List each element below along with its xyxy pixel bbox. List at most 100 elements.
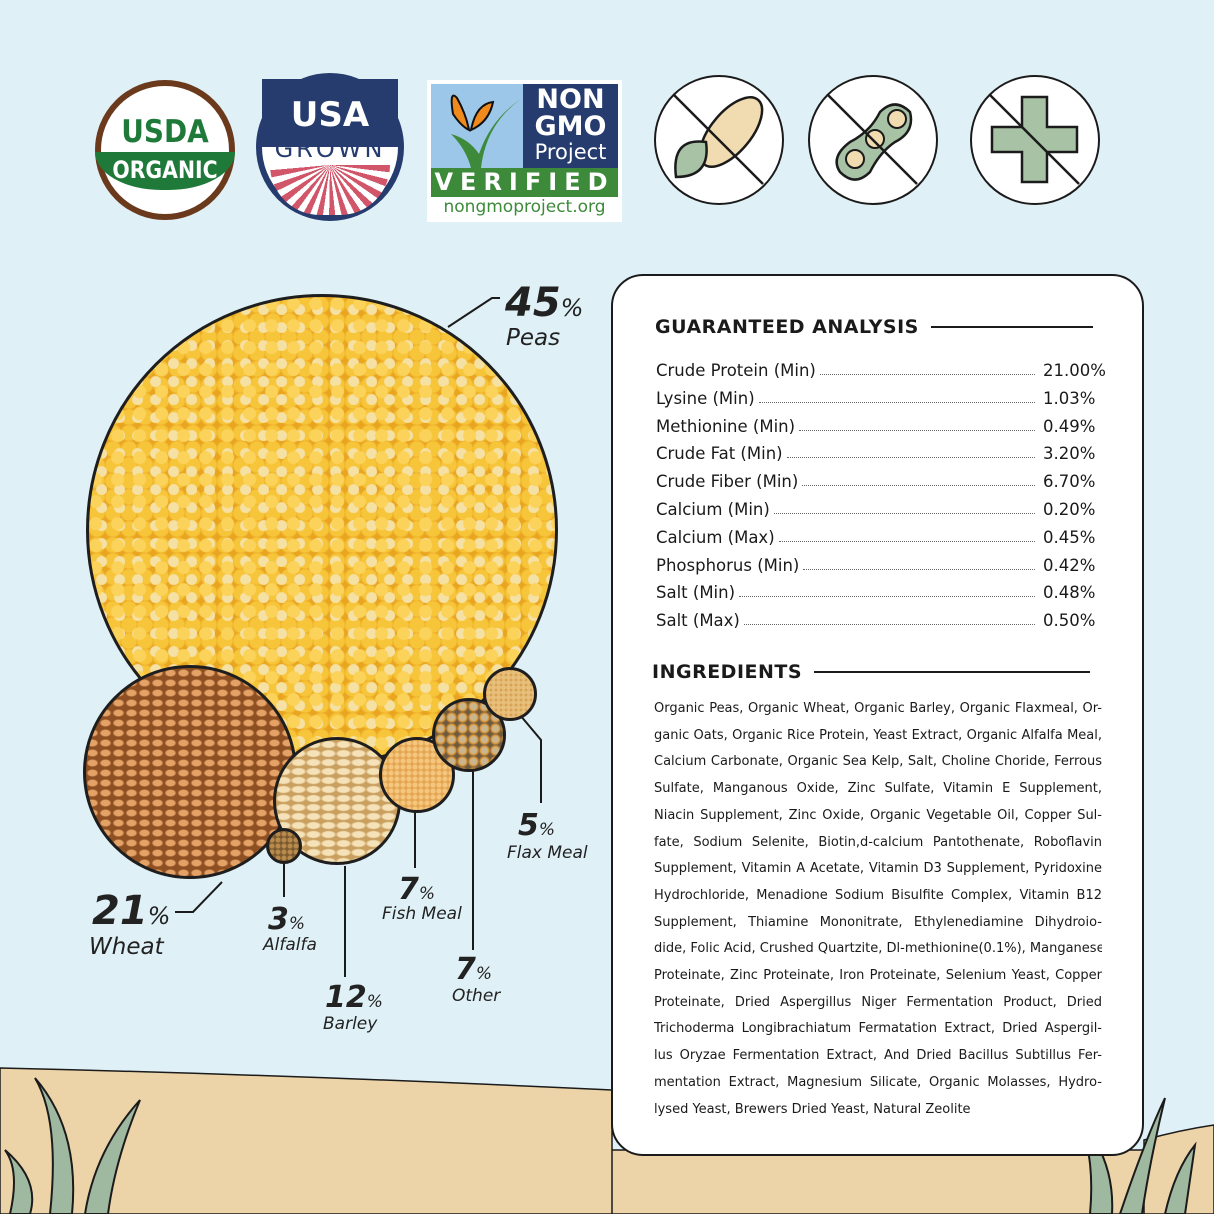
analysis-value: 21.00% [1043,361,1106,380]
no-soy-icon [827,94,918,185]
analysis-label: Crude Fiber (Min) [656,472,799,492]
peas-label: Peas [506,325,561,351]
gmo-text: GMO [534,111,607,142]
no-medication-badge [970,75,1100,205]
analysis-value: 6.70% [1043,472,1096,492]
no-medication-icon [989,94,1080,185]
analysis-value: 0.50% [1043,611,1096,631]
flax-meal-label: Flax Meal [507,843,588,863]
wheat-percent: 21% [92,888,171,934]
analysis-label: Calcium (Max) [656,527,775,547]
no-corn-badge [654,75,784,205]
other-label: Other [452,986,501,1006]
ingredients-line: Proteinate, Dried Aspergillus Niger Ferm… [654,994,1102,1010]
grass-right [1079,1097,1197,1214]
dot-leader [786,457,1035,459]
dot-leader [743,624,1035,626]
usda-organic-badge: USDA ORGANIC [95,80,235,220]
analysis-label: Salt (Max) [656,611,740,631]
ingredients-line: fate, Sodium Selenite, Biotin,d-calcium … [654,834,1102,850]
analysis-row: Salt (Min) 0.48% [656,576,1101,602]
other-percent: 7% [455,952,493,987]
analysis-label: Lysine (Min) [656,388,755,408]
project-text: Project [534,140,607,164]
analysis-row: Crude Fiber (Min) 6.70% [656,465,1101,491]
butterfly-grass-icon [450,94,521,168]
dot-leader [773,513,1035,514]
heading-rule [814,671,1091,673]
wheat-label: Wheat [89,934,164,960]
grown-text: GROWN [274,135,386,163]
analysis-label: Crude Protein (Min) [656,361,816,380]
analysis-value: 1.03% [1043,388,1096,408]
ingredients-line: Trichoderma Longibrachiatum Fermatation … [654,1021,1102,1037]
non-gmo-project-badge: NON GMO Project VERIFIED nongmoproject.o… [427,80,622,222]
analysis-row: Phosphorus (Min) 0.42% [656,549,1101,575]
ingredients-heading: INGREDIENTS [652,661,1091,683]
analysis-label: Methionine (Min) [656,416,796,436]
other-circle [432,698,506,772]
verified-text: VERIFIED [431,168,618,197]
flax-meal-circle [483,667,537,721]
dot-leader [758,401,1035,403]
flax-meal-percent: 5% [518,808,556,843]
ingredients-list: Organic Peas, Organic Wheat, Organic Bar… [654,696,1102,1123]
analysis-row: Methionine (Min) 0.49% [656,410,1101,436]
peas-percent: 45% [505,280,584,326]
wheat-circle [83,665,297,879]
analysis-value: 0.42% [1043,555,1096,575]
alfalfa-percent: 3% [268,902,306,937]
dot-leader [739,596,1035,598]
analysis-label: Crude Fat (Min) [656,444,783,464]
fish-meal-label: Fish Meal [382,904,462,924]
analysis-row: Crude Protein (Min) 21.00% [656,354,1106,380]
non-text: NON [536,84,605,115]
dot-leader [799,429,1035,431]
analysis-row: Crude Fat (Min) 3.20% [656,437,1101,463]
ingredients-title: INGREDIENTS [652,661,803,683]
analysis-row: Calcium (Max) 0.45% [656,521,1101,547]
dot-leader [778,540,1035,542]
analysis-title: GUARANTEED ANALYSIS [655,316,919,338]
usda-text: USDA [121,114,209,150]
guaranteed-analysis-heading: GUARANTEED ANALYSIS [655,316,1093,338]
ingredients-line: Organic Peas, Organic Wheat, Organic Bar… [654,701,1102,716]
organic-text: ORGANIC [112,156,218,184]
usa-text: USA [290,95,370,135]
ingredients-line: Hydrochloride, Menadione Sodium Bisulfit… [654,887,1102,903]
ingredients-line: lysed Yeast, Brewers Dried Yeast, Natura… [654,1101,971,1117]
no-soy-badge [808,75,938,205]
ingredients-line: dide, Folic Acid, Crushed Quartzite, Dl-… [654,941,1102,957]
analysis-label: Calcium (Min) [656,500,770,519]
alfalfa-circle [266,828,302,864]
sun-rays [270,165,390,215]
analysis-label: Phosphorus (Min) [656,555,800,575]
analysis-row: Salt (Max) 0.50% [656,604,1101,630]
grass-left [4,1077,141,1214]
analysis-value: 0.45% [1043,527,1096,547]
ingredients-line: ganic Oats, Organic Rice Protein, Yeast … [654,727,1102,743]
analysis-row: Calcium (Min) 0.20% [656,493,1101,519]
alfalfa-label: Alfalfa [263,935,317,955]
no-corn-icon [673,94,764,185]
analysis-value: 0.48% [1043,583,1096,603]
ingredients-line: Supplement, Vitamin A Acetate, Vitamin D… [654,861,1102,877]
leader-lines [175,297,542,977]
barley-label: Barley [323,1014,378,1034]
ingredients-line: lus Oryzae Fermentation Extract, And Dri… [654,1048,1102,1064]
analysis-value: 0.49% [1043,416,1096,436]
dot-leader [819,374,1035,375]
ingredients-line: Calcium Carbonate, Organic Sea Kelp, Sal… [654,754,1102,770]
dot-leader [802,485,1035,487]
ingredients-line: mentation Extract, Magnesium Silicate, O… [654,1074,1102,1090]
dot-leader [803,568,1035,570]
barley-percent: 12% [325,980,383,1015]
nutrition-card: GUARANTEED ANALYSIS Crude Protein (Min) 2… [611,274,1144,1156]
fish-meal-percent: 7% [398,872,436,907]
heading-rule [930,326,1093,328]
ingredients-line: Proteinate, Zinc Proteinate, Iron Protei… [654,968,1102,984]
url-text: nongmoproject.org [443,197,606,217]
analysis-value: 0.20% [1043,500,1096,519]
ingredients-line: Supplement, Thiamine Mononitrate, Ethyle… [654,914,1102,930]
